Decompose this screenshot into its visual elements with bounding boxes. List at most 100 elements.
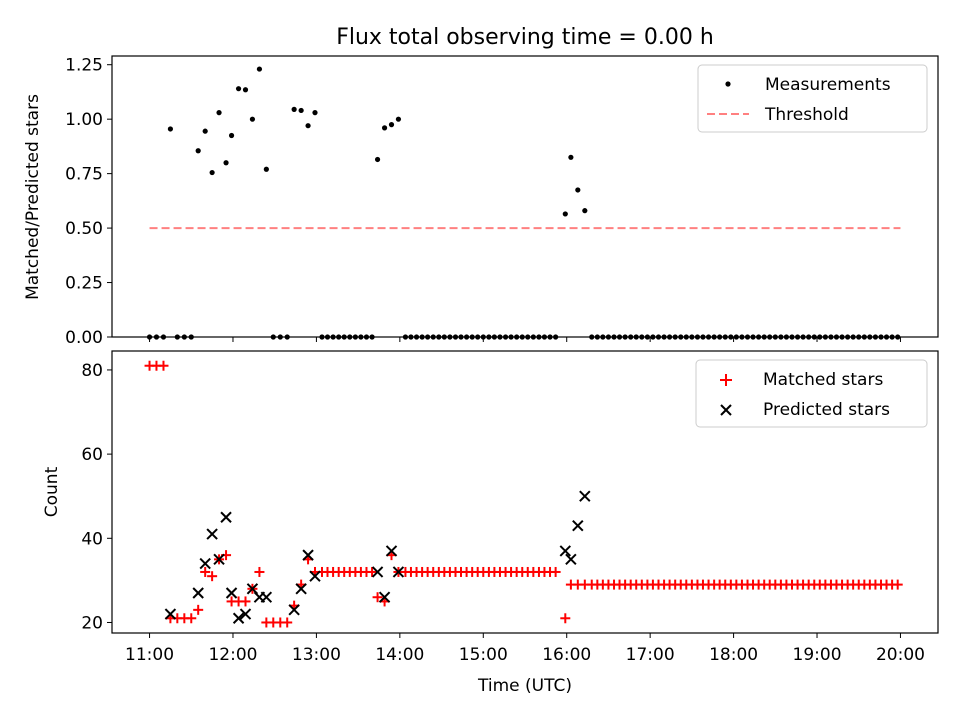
measurement-point [256,66,263,72]
top-y-axis-label: Matched/Predicted stars [23,94,43,300]
measurement-point [582,208,588,214]
matched-star-point [254,566,265,577]
top-axes-frame [111,55,939,338]
measurement-point [167,126,174,132]
bottom-y-tick-label: 80 [81,361,103,381]
predicted-star-point [192,587,204,599]
x-tick-label: 19:00 [793,645,842,665]
measurement-point [388,122,395,128]
bottom-y-axis-label: Count [42,466,62,517]
measurement-point [312,110,318,116]
predicted-star-point [385,545,398,557]
matched-star-point [550,566,561,577]
top-panel: 0.00 0.25 0.50 0.75 1.00 1.25 Matched/Predict… [23,55,939,348]
measurement-point [568,154,574,160]
chart-title: Flux total observing time = 0.00 h [336,25,714,50]
bottom-y-axis: 20 40 60 80 [81,361,112,633]
top-legend: Measurements Threshold [697,64,928,133]
matched-star-point [367,566,378,577]
measurement-point [202,128,208,134]
top-y-tick-label: 0.25 [65,274,103,294]
legend-matched-marker [720,374,732,386]
predicted-star-point [164,608,177,620]
measurement-point [291,106,297,112]
matched-star-point [193,604,204,615]
predicted-star-point [213,553,225,566]
legend-predicted-marker [720,404,732,416]
predicted-star-point [239,608,252,620]
predicted-star-point [206,528,218,540]
x-tick-label: 16:00 [542,645,591,665]
measurement-point [228,132,235,139]
predicted-star-point [565,553,577,566]
measurement-point [395,116,402,122]
bottom-axes-frame [111,350,939,634]
predicted-star-point [378,591,391,603]
top-legend-box [697,64,928,133]
matched-star-point [240,596,251,607]
legend-predicted-label: Predicted stars [763,400,890,420]
bottom-legend: Matched stars Predicted stars [695,359,928,428]
matched-star-point [207,571,218,582]
predicted-star-point [572,519,584,532]
predicted-star-point [288,604,300,616]
bottom-y-tick-label: 20 [81,613,103,633]
x-tick-label: 17:00 [626,645,675,665]
bottom-y-tick-label: 40 [81,529,103,549]
matched-star-point [158,360,169,371]
matched-star-point [186,613,197,624]
bottom-y-tick-label: 60 [81,445,103,465]
x-tick-label: 15:00 [459,645,508,665]
predicted-star-point [232,612,245,624]
top-y-tick-label: 0.50 [65,219,103,239]
measurement-point [263,166,269,172]
measurement-point [575,187,581,193]
matched-star-point [282,617,293,628]
top-x-ticks [149,337,901,342]
x-tick-label: 12:00 [208,645,257,665]
measurement-point [298,107,304,114]
top-y-tick-label: 1.25 [65,56,103,76]
x-tick-label: 20:00 [876,645,925,665]
x-tick-label: 13:00 [292,645,341,665]
matched-star-point [892,579,903,590]
x-axis-label: Time (UTC) [477,676,572,696]
legend-measurements-marker [725,81,731,87]
matched-star-point [372,592,383,603]
legend-measurements-label: Measurements [765,75,891,95]
measurement-point [249,116,256,122]
predicted-star-point [579,490,591,502]
measurement-point [195,148,201,154]
measurement-point [374,156,381,163]
bottom-legend-box [695,359,928,428]
x-tick-label: 18:00 [709,645,758,665]
measurement-point [216,110,222,116]
predicted-star-point [260,591,273,603]
legend-matched-label: Matched stars [763,370,883,390]
predicted-star-point [225,587,238,599]
measurement-point [223,160,229,166]
legend-threshold-label: Threshold [764,105,849,125]
bottom-x-axis: 11:00 12:00 13:00 14:00 15:00 16:00 17:00 18:00… [125,633,925,665]
measurement-point [209,169,215,176]
top-y-tick-label: 0.75 [65,165,103,185]
matched-star-point [200,566,211,577]
x-tick-label: 11:00 [125,645,174,665]
predicted-star-point [371,566,384,578]
predicted-star-point [559,545,572,557]
top-y-axis: 0.00 0.25 0.50 0.75 1.00 1.25 [65,56,112,348]
predicted-star-point [309,570,321,582]
predicted-star-point [302,549,314,561]
predicted-star-point [199,557,211,570]
top-y-tick-label: 0.00 [65,328,103,348]
measurement-point [305,123,311,129]
measurement-point [242,87,249,93]
matched-star-point [560,613,571,624]
measurement-point [562,211,568,217]
top-y-tick-label: 1.00 [65,110,103,130]
measurement-point [235,86,242,92]
predicted-star-point [392,566,405,578]
bottom-plot-area [144,360,903,628]
